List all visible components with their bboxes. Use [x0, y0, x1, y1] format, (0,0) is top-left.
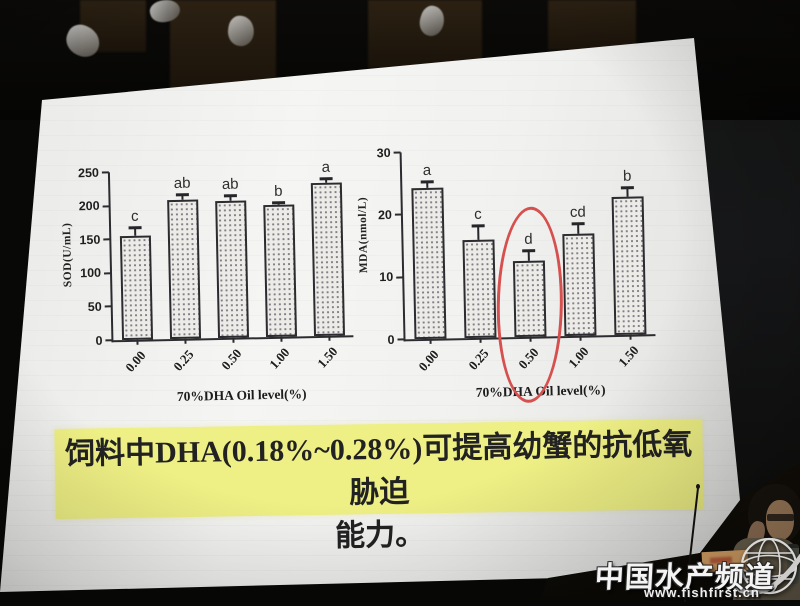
x-tick-label: 1.00 [266, 344, 293, 372]
y-tick-label: 10 [379, 270, 394, 285]
bar [215, 200, 249, 339]
y-tick-label: 50 [87, 299, 102, 314]
bar [310, 182, 345, 337]
x-axis-tick [232, 337, 235, 343]
significance-letter: b [622, 167, 632, 185]
bar [411, 187, 447, 340]
y-tick-label: 0 [95, 333, 103, 348]
caption-line2: 能力。 [334, 518, 426, 553]
watermark: 中国水产频道 www.fishfirst.cn [592, 537, 800, 600]
significance-letter: a [321, 159, 331, 177]
y-axis-tick [105, 339, 113, 342]
bar [119, 235, 153, 341]
error-bar-cap [272, 200, 286, 205]
x-axis-tick [136, 339, 139, 345]
x-axis-tick [280, 336, 283, 342]
y-axis-label: SOD(U/mL) [60, 222, 75, 288]
conclusion-highlight: 饲料中DHA(0.18%~0.28%)可提高幼蟹的抗低氧胁迫 能力。 [54, 418, 704, 553]
error-bar-cap [175, 193, 189, 197]
bar-slot: b 1.50 [602, 147, 656, 370]
x-tick-label: 1.00 [565, 343, 592, 371]
significance-letter: c [130, 207, 139, 225]
y-axis-tick [104, 272, 112, 275]
y-tick-label: 20 [377, 207, 393, 223]
x-axis-tick [429, 338, 432, 344]
error-bar-cap [319, 177, 333, 181]
x-tick-label: 0.50 [218, 345, 245, 373]
y-axis-tick [103, 238, 111, 241]
significance-letter: c [473, 206, 482, 224]
x-tick-label: 1.50 [615, 342, 642, 370]
y-axis-tick [397, 338, 405, 341]
significance-letter: ab [173, 174, 191, 193]
x-axis-tick [629, 334, 632, 340]
error-bar-cap [471, 224, 485, 228]
x-axis-tick [579, 335, 582, 341]
plot-area: 0 50 100 150 200 250 c 0.00 ab 0.25 ab 0.50 b 1.00 a 1.… [78, 159, 354, 375]
y-axis-tick [396, 276, 404, 279]
watermark-url: www.fishfirst.cn [644, 585, 760, 600]
error-bar-stem [477, 226, 480, 241]
x-tick-label: 0.25 [170, 346, 197, 374]
bar [562, 233, 597, 337]
y-axis-tick [393, 151, 401, 154]
globe-icon [734, 537, 800, 595]
bar [462, 239, 497, 339]
y-tick-label: 250 [77, 165, 100, 180]
significance-letter: ab [221, 175, 239, 194]
significance-letter: cd [569, 203, 586, 221]
bar-slot: ab 0.50 [206, 169, 258, 373]
glasses [767, 514, 794, 521]
bar-slot: c 0.00 [110, 171, 162, 375]
x-tick-label: 1.50 [314, 343, 341, 371]
bar-slot: b 1.00 [254, 168, 306, 372]
y-tick-label: 0 [387, 332, 395, 347]
error-bar-cap [223, 194, 237, 198]
sod-bar-chart: SOD(U/mL) 0 50 100 150 200 250 c 0.00 ab 0.25 ab 0.… [61, 133, 375, 409]
x-axis-tick [184, 338, 187, 344]
x-axis-tick [328, 335, 331, 341]
ceiling-panel [170, 0, 276, 94]
error-bar-cap [420, 180, 434, 184]
bar [167, 199, 201, 340]
caption-line1: 饲料中DHA(0.18%~0.28%)可提高幼蟹的抗低氧胁迫 [64, 428, 693, 510]
mda-bar-chart: MDA(nmol/L) 0 10 20 30 a 0.00 c 0.25 d 0.50 cd 1.00… [357, 127, 681, 406]
ceiling-panel [548, 0, 636, 50]
y-axis-tick [104, 305, 112, 308]
x-tick-label: 0.00 [415, 346, 442, 374]
significance-letter: a [422, 161, 432, 179]
y-axis-tick [102, 204, 110, 208]
plot-area: 0 10 20 30 a 0.00 c 0.25 d 0.50 cd 1.00 b 1.50 [377, 145, 656, 404]
y-axis-tick [101, 171, 109, 174]
x-tick-label: 0.25 [465, 345, 492, 373]
x-axis-tick [479, 337, 482, 343]
bar-slot: a 1.50 [302, 159, 354, 371]
significance-letter: b [273, 182, 283, 200]
y-tick-label: 30 [376, 145, 391, 160]
y-axis-tick [394, 213, 402, 216]
bar-slot: a 0.00 [402, 151, 456, 374]
x-axis-title: 70%DHA Oil level(%) [176, 386, 307, 404]
error-bar-cap [571, 221, 585, 226]
y-axis-label: MDA(nmol/L) [356, 196, 371, 274]
y-tick-label: 200 [78, 198, 100, 214]
y-tick-label: 150 [79, 232, 101, 247]
error-bar-cap [128, 225, 142, 230]
error-bar-cap [620, 185, 634, 190]
microphone-tip [696, 484, 700, 489]
y-tick-label: 100 [80, 266, 102, 281]
bar [611, 196, 647, 336]
x-tick-label: 0.00 [122, 347, 149, 375]
bar [263, 204, 297, 338]
bar-slot: ab 0.25 [158, 170, 210, 374]
